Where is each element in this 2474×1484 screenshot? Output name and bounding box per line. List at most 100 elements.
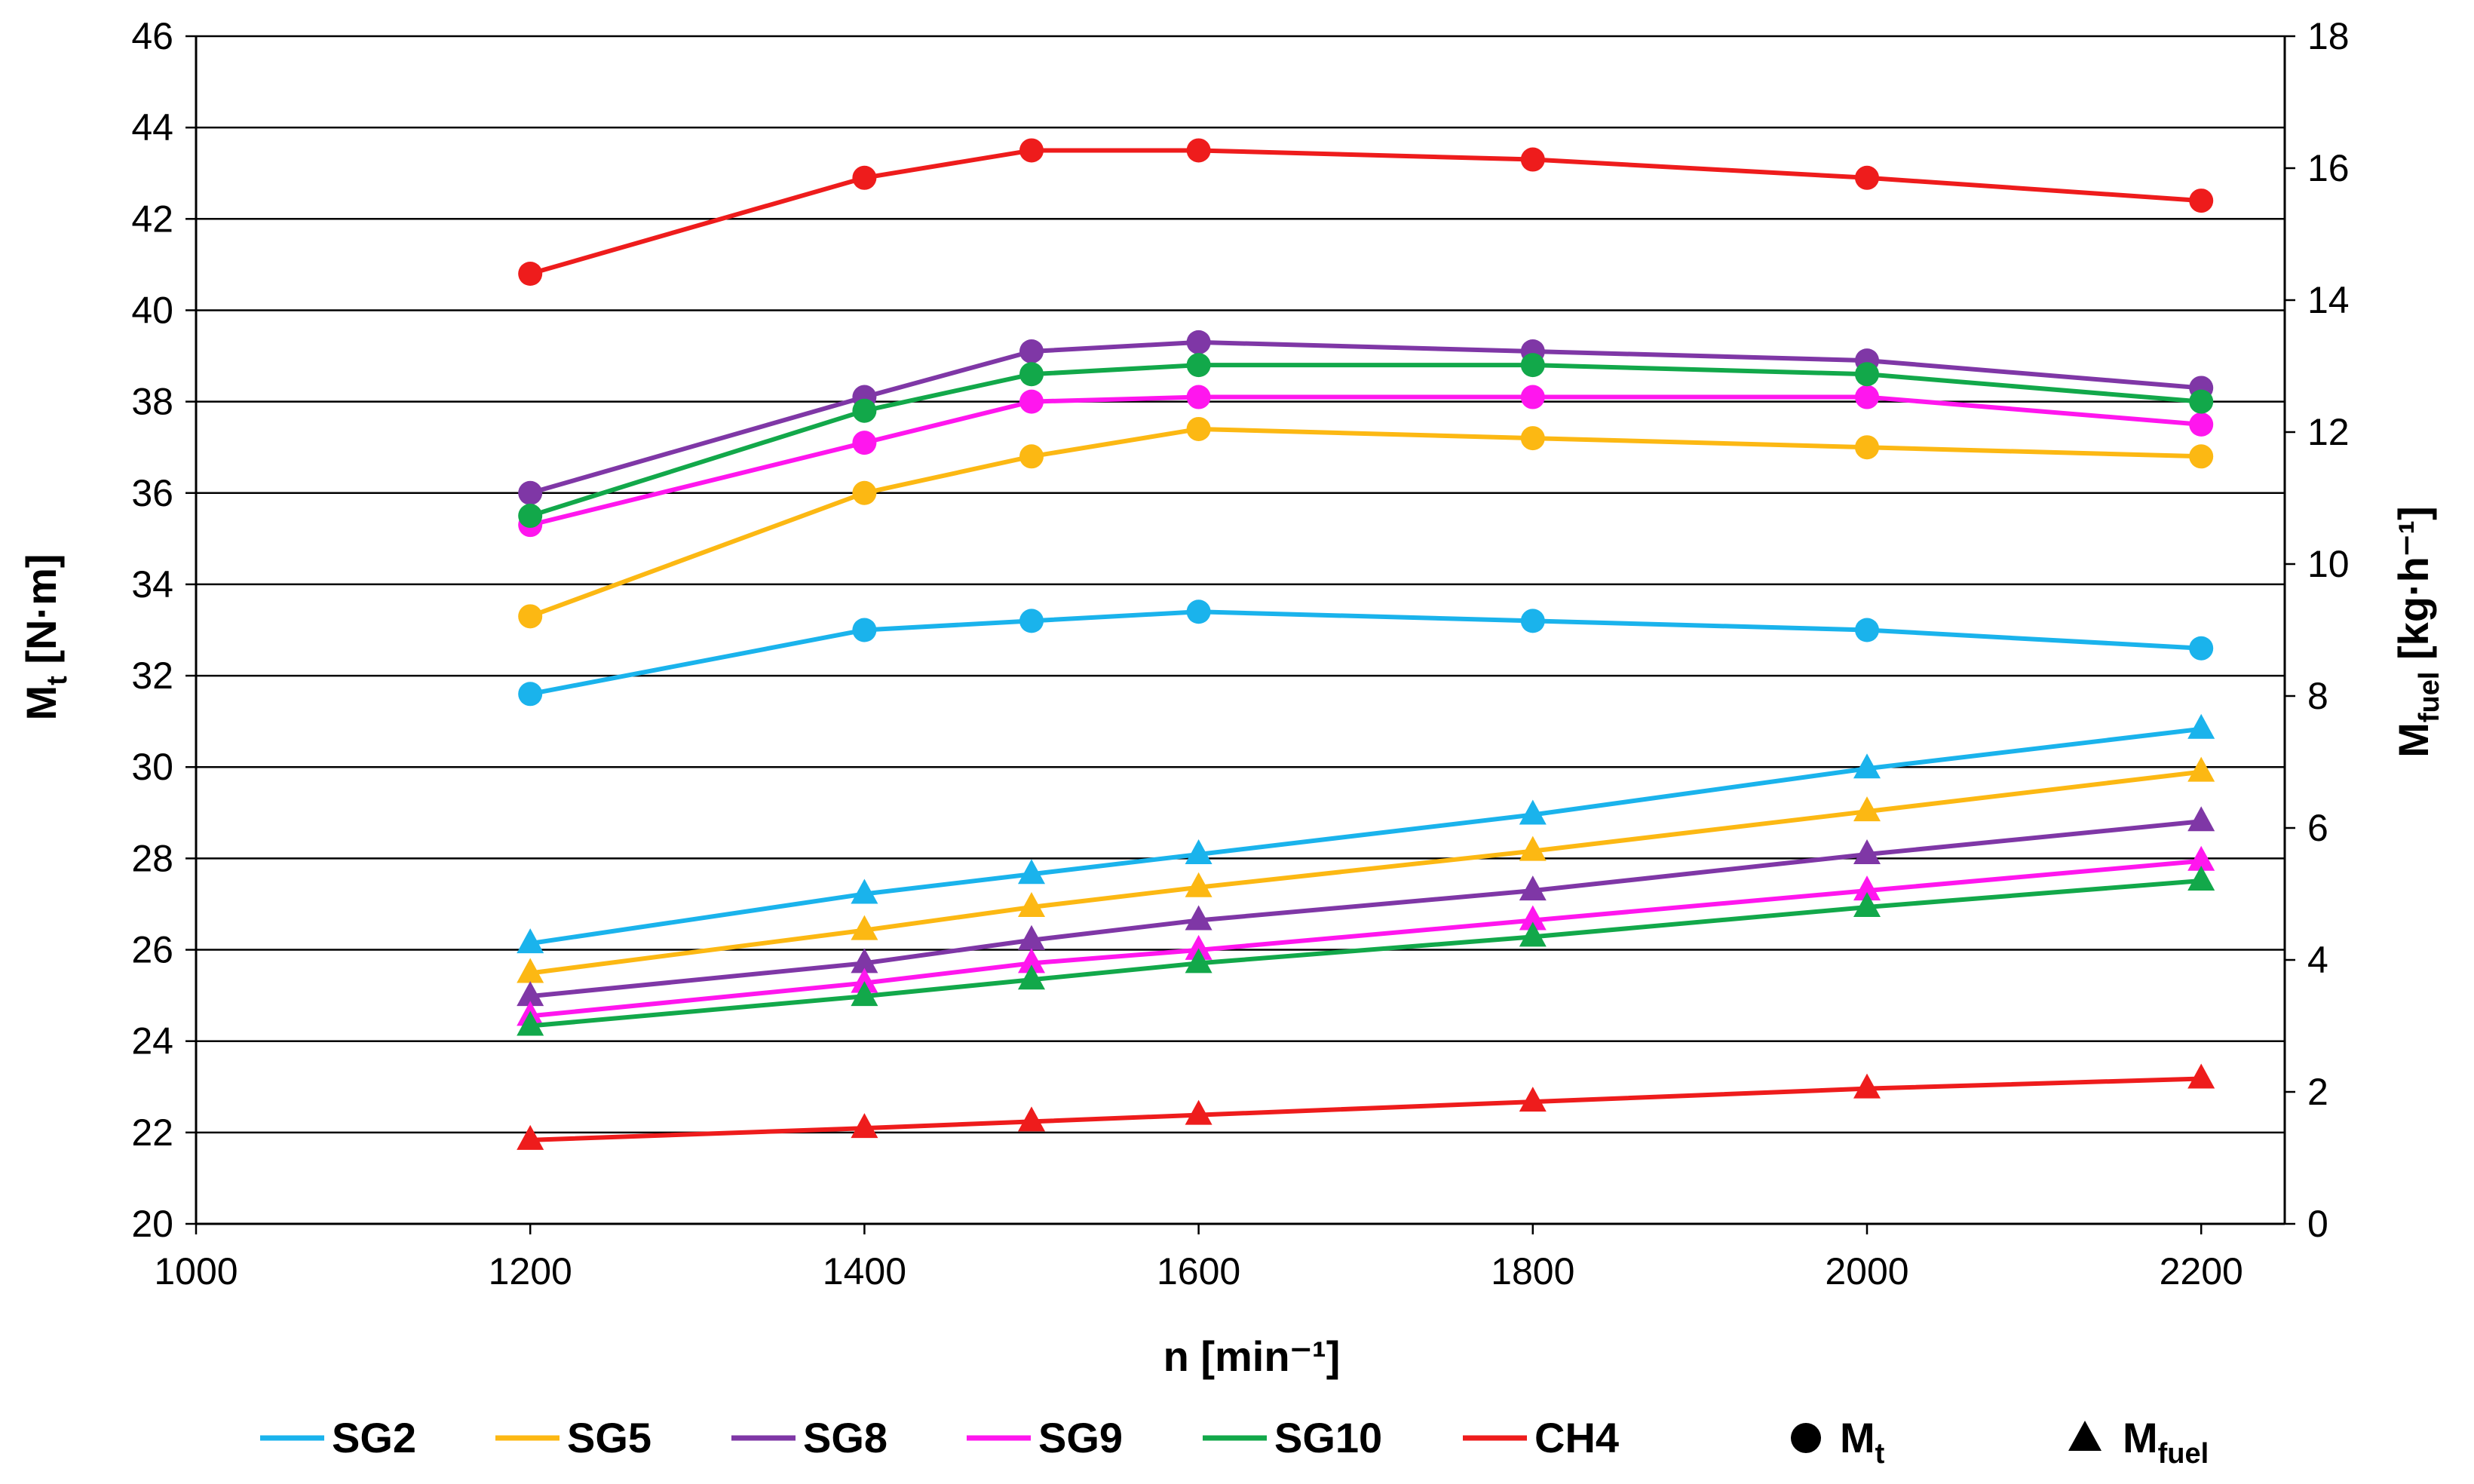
legend-label-fuel: Mfuel <box>2123 1414 2209 1470</box>
marker-torque-sg5-2000 <box>1855 435 1879 460</box>
marker-torque-sg9-1400 <box>852 431 877 455</box>
marker-fuel-ch4-1400 <box>851 1113 878 1139</box>
y-right-tick-label-18: 18 <box>2307 15 2350 57</box>
marker-fuel-sg5-2200 <box>2187 756 2215 782</box>
legend-item-ch4: CH4 <box>1463 1414 1619 1461</box>
marker-torque-ch4-1600 <box>1186 138 1211 163</box>
series-sg9 <box>517 385 2215 1026</box>
marker-fuel-sg10-1200 <box>517 1010 544 1036</box>
y-left-tick-label-32: 32 <box>131 655 173 697</box>
y-left-tick-label-30: 30 <box>131 746 173 788</box>
y-right-unit: [kg·h⁻¹] <box>2390 506 2437 671</box>
marker-fuel-sg5-2000 <box>1853 796 1881 822</box>
legend-triangle-marker <box>2068 1421 2102 1451</box>
marker-torque-sg2-1600 <box>1186 599 1211 624</box>
marker-fuel-sg8-2000 <box>1853 839 1881 864</box>
marker-fuel-sg10-1600 <box>1185 948 1212 973</box>
legend-label-torque: Mt <box>1840 1414 1885 1470</box>
legend-circle-marker <box>1791 1423 1821 1453</box>
legend: SG2 SG5 SG8 SG9 SG10 CH4 Mt Mfuel <box>260 1414 2209 1470</box>
marker-fuel-ch4-1500 <box>1018 1106 1045 1132</box>
marker-fuel-sg5-1800 <box>1519 836 1547 861</box>
marker-fuel-sg5-1200 <box>517 958 544 983</box>
marker-torque-sg10-2000 <box>1855 362 1879 387</box>
legend-item-sg10: SG10 <box>1203 1414 1382 1461</box>
marker-fuel-sg10-1500 <box>1018 964 1045 990</box>
marker-torque-ch4-2200 <box>2189 189 2214 213</box>
marker-torque-sg5-1800 <box>1520 426 1545 451</box>
y-left-tick-label-40: 40 <box>131 289 173 331</box>
marker-torque-ch4-1800 <box>1520 147 1545 172</box>
marker-fuel-sg2-1400 <box>851 878 878 904</box>
legend-label-sg8: SG8 <box>803 1414 888 1461</box>
marker-torque-sg2-2000 <box>1855 618 1879 642</box>
line-fuel-ch4 <box>530 1076 2202 1142</box>
y-left-tick-label-28: 28 <box>131 837 173 879</box>
y-axis-right-title: Mfuel [kg·h⁻¹] <box>2390 506 2445 758</box>
marker-torque-sg10-1500 <box>1019 362 1044 387</box>
marker-torque-ch4-1200 <box>518 262 543 286</box>
marker-torque-sg8-1200 <box>518 480 543 505</box>
marker-fuel-sg2-1200 <box>517 928 544 954</box>
y-axis-left-title: Mt [N·m] <box>17 553 73 720</box>
marker-fuel-sg9-1400 <box>851 967 878 993</box>
x-axis-title: n [min⁻¹] <box>1163 1332 1341 1380</box>
marker-torque-sg2-2200 <box>2189 636 2214 661</box>
marker-fuel-sg2-2200 <box>2187 713 2215 739</box>
x-tick-label-1200: 1200 <box>489 1250 572 1292</box>
x-tick-label-1600: 1600 <box>1157 1250 1240 1292</box>
marker-fuel-sg8-2200 <box>2187 806 2215 832</box>
y-left-tick-label-34: 34 <box>131 563 173 606</box>
y-left-sub: t <box>41 676 73 685</box>
legend-label-ch4: CH4 <box>1534 1414 1619 1461</box>
line-torque-ch4 <box>529 148 2202 276</box>
marker-torque-sg9-2000 <box>1855 385 1879 409</box>
marker-torque-sg2-1200 <box>518 682 543 707</box>
marker-fuel-sg2-1600 <box>1185 839 1212 864</box>
y-left-unit: [N·m] <box>17 553 65 676</box>
y-right-tick-label-0: 0 <box>2307 1203 2328 1245</box>
marker-fuel-sg9-1500 <box>1018 948 1045 973</box>
series-sg2 <box>517 599 2215 954</box>
y-right-tick-label-10: 10 <box>2307 543 2350 585</box>
marker-torque-sg8-1500 <box>1019 339 1044 363</box>
marker-fuel-sg2-1800 <box>1519 799 1547 825</box>
marker-torque-sg10-1800 <box>1520 353 1545 378</box>
y-left-tick-label-36: 36 <box>131 472 173 514</box>
y-right-tick-label-14: 14 <box>2307 279 2350 321</box>
marker-fuel-sg2-1500 <box>1018 859 1045 885</box>
y-left-tick-label-38: 38 <box>131 381 173 423</box>
line-torque-sg5 <box>529 426 2202 619</box>
marker-torque-sg8-1600 <box>1186 330 1211 354</box>
marker-fuel-sg8-1800 <box>1519 875 1547 901</box>
marker-torque-sg5-2200 <box>2189 444 2214 469</box>
marker-torque-sg10-1200 <box>518 504 543 529</box>
y-left-main: M <box>17 685 65 721</box>
marker-fuel-sg9-2000 <box>1853 875 1881 901</box>
marker-fuel-sg10-2000 <box>1853 892 1881 917</box>
marker-torque-sg9-2200 <box>2189 412 2214 437</box>
marker-torque-sg9-1600 <box>1186 385 1211 409</box>
marker-fuel-sg10-1800 <box>1519 921 1547 947</box>
x-tick-label-1400: 1400 <box>823 1250 906 1292</box>
y-right-sub: fuel <box>2414 672 2445 723</box>
marker-fuel-sg9-1600 <box>1185 934 1212 960</box>
legend-item-sg5: SG5 <box>495 1414 651 1461</box>
line-torque-sg9 <box>529 394 2202 528</box>
marker-fuel-ch4-2000 <box>1853 1073 1881 1099</box>
gridlines <box>196 35 2285 1134</box>
y-right-tick-label-2: 2 <box>2307 1071 2328 1113</box>
marker-fuel-sg9-1800 <box>1519 905 1547 931</box>
marker-fuel-ch4-1200 <box>517 1124 544 1150</box>
legend-label-sg2: SG2 <box>332 1414 416 1461</box>
marker-torque-sg10-1400 <box>852 398 877 423</box>
marker-fuel-sg5-1600 <box>1185 872 1212 897</box>
legend-item-fuel-marker: Mfuel <box>2068 1414 2209 1470</box>
series-ch4 <box>517 138 2215 1150</box>
marker-torque-sg5-1200 <box>518 604 543 629</box>
legend-label-sg9: SG9 <box>1038 1414 1123 1461</box>
series-sg10 <box>517 353 2215 1036</box>
y-left-tick-label-46: 46 <box>131 15 173 57</box>
y-left-tick-label-22: 22 <box>131 1111 173 1154</box>
